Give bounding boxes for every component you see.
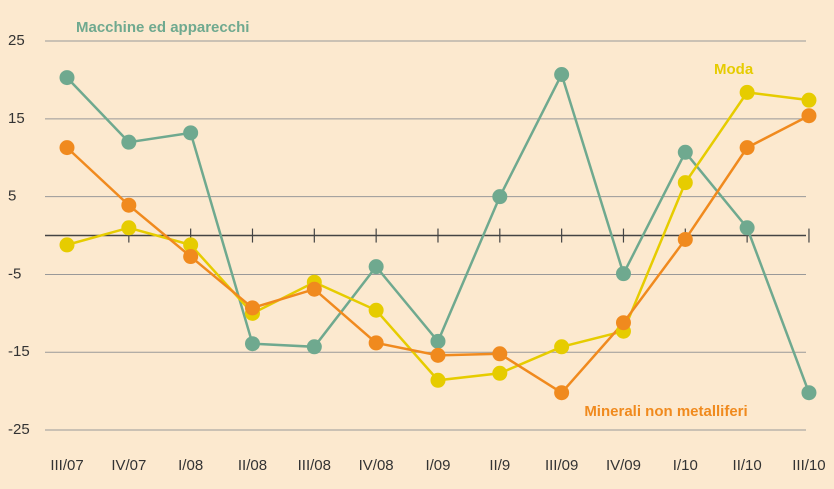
x-tick-label: II/10 <box>733 457 762 474</box>
y-tick-label: -15 <box>8 343 30 360</box>
x-tick-label: III/07 <box>50 457 83 474</box>
point <box>801 108 817 124</box>
x-tick-label: IV/09 <box>606 457 641 474</box>
point <box>430 372 446 388</box>
point <box>677 175 693 191</box>
point <box>677 231 693 247</box>
y-tick-label: -25 <box>8 421 30 438</box>
x-tick-label: IV/08 <box>359 457 394 474</box>
x-tick-label: III/09 <box>545 457 578 474</box>
point <box>368 259 384 275</box>
x-tick-label: II/9 <box>489 457 510 474</box>
point <box>554 66 570 82</box>
point <box>615 266 631 282</box>
x-tick-label: I/10 <box>673 457 698 474</box>
point <box>244 300 260 316</box>
point <box>430 347 446 363</box>
point <box>306 339 322 355</box>
y-tick-label: 5 <box>8 188 16 205</box>
y-tick-label: 25 <box>8 32 25 49</box>
point <box>59 237 75 253</box>
point <box>59 140 75 156</box>
point <box>183 125 199 141</box>
x-tick-label: IV/07 <box>111 457 146 474</box>
point <box>677 144 693 160</box>
point <box>739 84 755 100</box>
series-label: Macchine ed apparecchi <box>76 19 249 36</box>
y-tick-label: -5 <box>8 265 21 282</box>
point <box>739 140 755 156</box>
point <box>492 365 508 381</box>
x-tick-label: I/09 <box>425 457 450 474</box>
point <box>368 335 384 351</box>
point <box>59 70 75 86</box>
x-tick-label: I/08 <box>178 457 203 474</box>
point <box>121 220 137 236</box>
point <box>244 336 260 352</box>
point <box>492 189 508 205</box>
point <box>554 385 570 401</box>
point <box>183 237 199 253</box>
x-tick-label: III/08 <box>298 457 331 474</box>
series-label: Minerali non metalliferi <box>584 403 747 420</box>
point <box>430 333 446 349</box>
x-tick-label: II/08 <box>238 457 267 474</box>
point <box>801 92 817 108</box>
point <box>492 346 508 362</box>
point <box>615 315 631 331</box>
series-label: Moda <box>714 61 754 78</box>
point <box>554 339 570 355</box>
point <box>801 385 817 401</box>
point <box>368 302 384 318</box>
x-tick-label: III/10 <box>792 457 825 474</box>
y-tick-label: 15 <box>8 110 25 127</box>
point <box>183 249 199 265</box>
point <box>306 281 322 297</box>
point <box>121 134 137 150</box>
point <box>121 197 137 213</box>
point <box>739 220 755 236</box>
